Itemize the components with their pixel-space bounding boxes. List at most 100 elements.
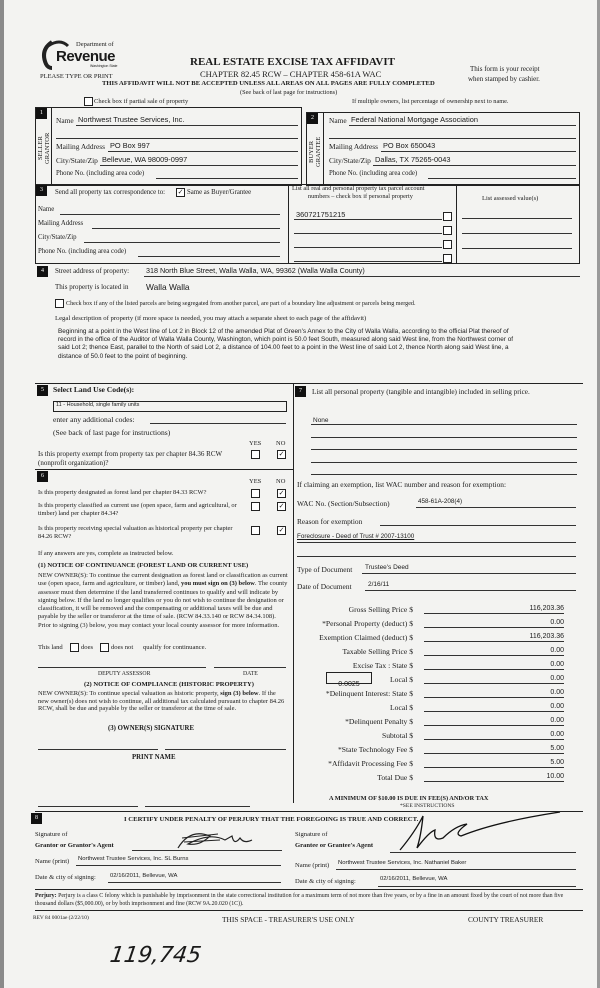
fee-value: 5.00 — [424, 758, 564, 768]
partial-sale-checkbox[interactable] — [84, 97, 93, 106]
handwritten-number: 119,745 — [108, 943, 203, 968]
grantee-date-label: Date & city of signing: — [295, 878, 356, 885]
does-checkbox[interactable] — [70, 643, 79, 652]
date-label: DATE — [243, 671, 258, 677]
does-not-checkbox[interactable] — [100, 643, 109, 652]
fee-value: 10.00 — [424, 772, 564, 782]
historic-no-checkbox[interactable]: ✓ — [277, 526, 286, 535]
buyer-side-label: BUYER GRANTEE — [308, 136, 322, 168]
personal-property-label: List all personal property (tangible and… — [312, 388, 530, 396]
document-date-label: Date of Document — [297, 582, 352, 591]
grantor-signature — [177, 833, 253, 849]
same-as-buyer-checkbox[interactable]: ✓ — [176, 188, 185, 197]
buyer-city-label: City/State/Zip — [329, 156, 371, 165]
segregated-checkbox[interactable] — [55, 299, 64, 308]
current-use-yes-checkbox[interactable] — [251, 502, 260, 511]
see-instructions: *SEE INSTRUCTIONS — [400, 803, 455, 809]
local-rate-box: 0.0025 — [326, 672, 372, 688]
current-use-question: Is this property classified as current u… — [38, 502, 237, 517]
this-land-label: This land — [38, 644, 63, 651]
land-use-select[interactable]: 11 - Household, single family units — [53, 401, 287, 412]
street-address-label: Street address of property: — [55, 267, 130, 275]
parcel-number: 360721751215 — [296, 210, 346, 219]
yes-header: YES — [249, 478, 262, 485]
seller-name-label: Name — [56, 116, 74, 125]
personal-property-checkbox[interactable] — [443, 226, 452, 235]
personal-property-checkbox[interactable] — [443, 212, 452, 221]
multiple-owners-note: If multiple owners, list percentage of o… — [352, 98, 509, 105]
document-date: 2/16/11 — [368, 581, 390, 588]
document-type: Trustee's Deed — [365, 564, 409, 571]
grantor-signature-line[interactable] — [132, 850, 282, 851]
owner-print-line[interactable] — [165, 749, 286, 750]
fee-value: 0.00 — [424, 702, 564, 712]
see-back-text: (See back of last page for instructions) — [53, 428, 171, 437]
fee-label: *State Technology Fee $ — [337, 745, 413, 754]
section-number: 1 — [36, 108, 47, 119]
buyer-name-label: Name — [329, 116, 347, 125]
grantee-signature — [399, 812, 561, 851]
notice-continuance-title: (1) NOTICE OF CONTINUANCE (FOREST LAND O… — [38, 562, 249, 569]
does-label: does — [81, 644, 94, 651]
notice-text: NEW OWNER(S): To continue the current de… — [38, 572, 288, 588]
fee-label: Subtotal $ — [381, 731, 413, 740]
grantee-signature-line[interactable] — [390, 852, 576, 853]
section-number: 8 — [31, 813, 42, 824]
personal-property-checkbox[interactable] — [443, 240, 452, 249]
assessed-value-header: List assessed value(s) — [482, 195, 539, 202]
send-correspondence-label: Send all property tax correspondence to: — [55, 189, 166, 196]
please-type-text: PLEASE TYPE OR PRINT — [40, 73, 113, 80]
exempt-yes-checkbox[interactable] — [251, 450, 260, 459]
grantee-name: Northwest Trustee Services, Inc. Nathani… — [338, 860, 467, 866]
current-use-no-checkbox[interactable]: ✓ — [277, 502, 286, 511]
legal-description-label: Legal description of property (if more s… — [55, 315, 367, 322]
additional-codes-label: enter any additional codes: — [53, 415, 135, 424]
exempt-question: Is this property exempt from property ta… — [38, 450, 222, 467]
corr-name-label: Name — [38, 206, 55, 213]
fee-label: Excise Tax : State $ — [352, 661, 413, 670]
does-not-label: does not — [111, 644, 134, 651]
historic-question: Is this property receiving special valua… — [38, 525, 233, 540]
seller-phone-label: Phone No. (including area code) — [56, 170, 145, 177]
fee-value: 0.00 — [424, 730, 564, 740]
notice-text: . The county assessor must then determin… — [38, 580, 288, 629]
notice-continuance-body: NEW OWNER(S): To continue the current de… — [38, 572, 288, 630]
reason-label: Reason for exemption — [297, 517, 363, 526]
no-header: NO — [276, 440, 286, 447]
exempt-no-checkbox[interactable]: ✓ — [277, 450, 286, 459]
personal-property-checkbox[interactable] — [443, 254, 452, 263]
dor-logo: Department of Revenue Washington State — [38, 38, 120, 72]
receipt-text: This form is your receipt — [470, 65, 540, 73]
section-number: 3 — [36, 185, 47, 196]
grantee-date: 02/16/2011, Bellevue, WA — [380, 876, 448, 882]
corr-phone-label: Phone No. (including area code) — [38, 248, 127, 255]
grantor-signature-label: Grantor or Grantor's Agent — [35, 842, 114, 849]
document-type-label: Type of Document — [297, 565, 353, 574]
forest-yes-checkbox[interactable] — [251, 489, 260, 498]
owner-signature-line[interactable] — [38, 749, 158, 750]
logo-revenue-text: Revenue — [56, 48, 116, 65]
see-back-text: (See back of last page for instructions) — [240, 89, 338, 96]
seller-side-label: SELLER GRANTOR — [37, 132, 51, 164]
grantor-signature-label: Signature of — [35, 831, 68, 838]
grantee-signature-label: Signature of — [295, 831, 328, 838]
section-number: 6 — [37, 471, 48, 482]
seller-name: Northwest Trustee Services, Inc. — [78, 115, 185, 124]
fee-value: 5.00 — [424, 744, 564, 754]
personal-property-value: None — [313, 417, 329, 424]
buyer-mailing: PO Box 650043 — [383, 141, 436, 150]
buyer-city: Dallas, TX 75265-0043 — [375, 155, 451, 164]
logo-swoosh-icon — [42, 40, 70, 70]
parcel-header: List all real and personal property tax … — [292, 185, 425, 192]
county-treasurer-label: COUNTY TREASURER — [468, 915, 544, 924]
forest-no-checkbox[interactable]: ✓ — [277, 489, 286, 498]
qualify-label: qualify for continuance. — [143, 644, 207, 651]
fee-label: Taxable Selling Price $ — [342, 647, 413, 656]
street-address: 318 North Blue Street, Walla Walla, WA, … — [146, 266, 365, 275]
grantor-name: Northwest Trustee Services, Inc. SL Burn… — [78, 856, 189, 862]
land-use-label: Select Land Use Code(s): — [53, 385, 135, 394]
fee-label: Local $ — [390, 675, 413, 684]
notice-text-bold: sign (3) below — [220, 690, 259, 697]
historic-yes-checkbox[interactable] — [251, 526, 260, 535]
wac-label: WAC No. (Section/Subsection) — [297, 499, 390, 508]
